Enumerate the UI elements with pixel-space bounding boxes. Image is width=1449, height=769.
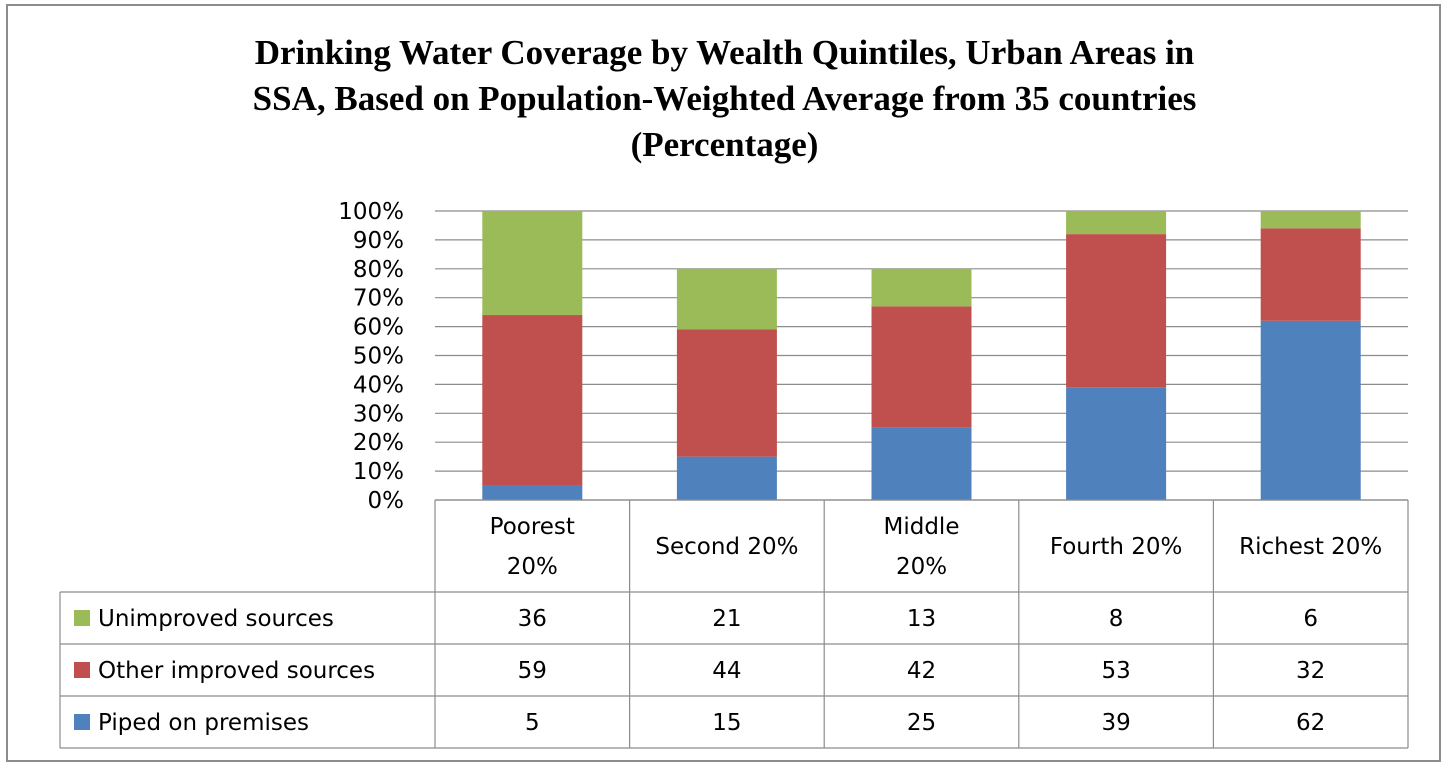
data-label: 36	[518, 606, 547, 632]
bar-segment	[1260, 211, 1361, 229]
data-label: 8	[1109, 606, 1124, 632]
bar-segment	[482, 211, 583, 316]
x-category-label: 20%	[896, 554, 947, 580]
chart-title-line-1: Drinking Water Coverage by Wealth Quinti…	[254, 33, 1195, 72]
y-tick-label: 40%	[353, 372, 404, 398]
y-tick-label: 20%	[353, 430, 404, 456]
x-category-label: 20%	[507, 554, 558, 580]
data-label: 59	[518, 658, 547, 684]
bar-segment	[1066, 234, 1167, 388]
y-tick-label: 70%	[353, 286, 404, 312]
x-category-label: Fourth 20%	[1050, 534, 1183, 560]
bar-segment	[482, 315, 583, 486]
bar-segment	[1066, 387, 1167, 500]
data-label: 44	[712, 658, 741, 684]
legend-key	[74, 714, 90, 730]
data-label: 6	[1303, 606, 1318, 632]
bar-segment	[676, 268, 777, 330]
data-label: 15	[712, 710, 741, 736]
data-label: 32	[1296, 658, 1325, 684]
chart-title-line-2: SSA, Based on Population-Weighted Averag…	[252, 79, 1197, 118]
x-category-label: Richest 20%	[1239, 534, 1382, 560]
y-tick-label: 60%	[353, 315, 404, 341]
legend-key	[74, 662, 90, 678]
data-label: 21	[712, 606, 741, 632]
data-label: 13	[907, 606, 936, 632]
bar-segment	[871, 427, 972, 500]
bar-segment	[676, 456, 777, 500]
bar-segment	[871, 268, 972, 307]
chart-title-line-3: (Percentage)	[630, 125, 819, 164]
legend-label: Unimproved sources	[98, 606, 334, 632]
y-tick-label: 50%	[353, 344, 404, 370]
bar-segment	[1260, 320, 1361, 500]
legend-label: Piped on premises	[98, 710, 309, 736]
data-label: 53	[1101, 658, 1130, 684]
x-category-label: Middle	[884, 514, 960, 540]
x-category-label: Poorest	[490, 514, 575, 540]
x-category-label: Second 20%	[655, 534, 798, 560]
bar-segment	[871, 306, 972, 428]
chart-title: Drinking Water Coverage by Wealth Quinti…	[0, 30, 1449, 168]
bar-segment	[676, 329, 777, 457]
data-label: 39	[1101, 710, 1130, 736]
y-tick-label: 0%	[368, 488, 405, 514]
y-tick-label: 80%	[353, 257, 404, 283]
y-tick-label: 100%	[338, 199, 404, 225]
y-tick-label: 10%	[353, 459, 404, 485]
y-tick-label: 90%	[353, 228, 404, 254]
legend-label: Other improved sources	[98, 658, 375, 684]
bar-segment	[1260, 228, 1361, 321]
data-label: 5	[525, 710, 540, 736]
data-label: 62	[1296, 710, 1325, 736]
bar-segment	[482, 485, 583, 500]
bar-segment	[1066, 211, 1167, 235]
data-label: 25	[907, 710, 936, 736]
y-tick-label: 30%	[353, 401, 404, 427]
data-label: 42	[907, 658, 936, 684]
legend-key	[74, 610, 90, 626]
